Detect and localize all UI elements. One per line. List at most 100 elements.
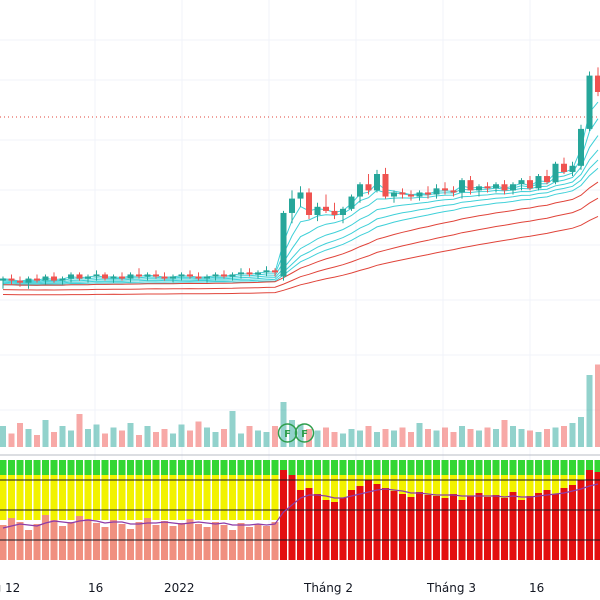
volume-bar-30 bbox=[255, 430, 261, 447]
ind-middle-2 bbox=[16, 475, 24, 520]
ind-upper-14 bbox=[118, 460, 126, 475]
ind-bar-53 bbox=[450, 494, 457, 560]
ind-middle-32 bbox=[271, 475, 279, 520]
ind-bar-26 bbox=[220, 525, 228, 560]
volume-bar-41 bbox=[348, 429, 355, 447]
candle-body-28 bbox=[238, 272, 244, 275]
ind-upper-4 bbox=[33, 460, 41, 475]
ind-upper-7 bbox=[59, 460, 66, 475]
ind-upper-45 bbox=[382, 460, 389, 475]
volume-bar-17 bbox=[144, 426, 151, 447]
candle-body-50 bbox=[425, 192, 431, 195]
volume-bar-69 bbox=[586, 375, 593, 447]
candle-body-59 bbox=[501, 184, 508, 191]
candle-body-42 bbox=[357, 184, 363, 197]
ind-upper-15 bbox=[127, 460, 134, 475]
ind-middle-6 bbox=[50, 475, 58, 520]
ind-bar-35 bbox=[297, 490, 304, 560]
ind-bar-5 bbox=[42, 515, 49, 560]
ind-upper-38 bbox=[322, 460, 330, 475]
ind-upper-23 bbox=[195, 460, 202, 475]
volume-bar-56 bbox=[476, 430, 482, 447]
volume-bar-61 bbox=[518, 429, 525, 447]
ind-bar-46 bbox=[390, 491, 398, 560]
candle-body-31 bbox=[263, 270, 270, 273]
ind-bar-30 bbox=[254, 524, 262, 560]
volume-bar-58 bbox=[493, 429, 499, 447]
ind-bar-24 bbox=[203, 527, 211, 560]
volume-bar-45 bbox=[382, 429, 389, 447]
ind-upper-35 bbox=[297, 460, 304, 475]
volume-bar-35 bbox=[297, 424, 304, 447]
candle-body-5 bbox=[42, 276, 49, 281]
volume-bar-31 bbox=[263, 432, 270, 447]
volume-bar-13 bbox=[110, 427, 117, 447]
ind-bar-42 bbox=[356, 486, 364, 560]
candle-body-67 bbox=[569, 165, 576, 172]
candle-body-44 bbox=[374, 174, 380, 191]
ind-bar-63 bbox=[535, 493, 542, 560]
ind-bar-61 bbox=[518, 500, 525, 560]
ind-bar-17 bbox=[144, 518, 151, 560]
ind-middle-23 bbox=[195, 475, 202, 520]
ind-bar-28 bbox=[237, 523, 245, 560]
candle-body-46 bbox=[391, 192, 397, 197]
ind-bar-20 bbox=[169, 526, 177, 560]
ind-bar-68 bbox=[577, 480, 585, 560]
ind-middle-38 bbox=[322, 475, 330, 520]
ind-upper-40 bbox=[339, 460, 347, 475]
ind-middle-8 bbox=[67, 475, 75, 520]
ind-upper-19 bbox=[161, 460, 168, 475]
volume-bar-20 bbox=[170, 433, 176, 447]
candle-body-41 bbox=[348, 196, 355, 209]
candle-body-3 bbox=[25, 278, 32, 283]
volume-bar-48 bbox=[408, 432, 414, 447]
volume-bar-12 bbox=[102, 433, 108, 447]
candle-body-2 bbox=[17, 280, 23, 283]
ind-middle-22 bbox=[186, 475, 194, 520]
ind-upper-68 bbox=[577, 460, 585, 475]
ind-signal-line bbox=[2, 483, 599, 529]
ind-upper-10 bbox=[84, 460, 92, 475]
ind-bar-4 bbox=[33, 524, 41, 560]
candle-body-26 bbox=[221, 274, 227, 277]
ind-upper-67 bbox=[569, 460, 576, 475]
volume-bar-9 bbox=[76, 414, 83, 447]
volume-bar-62 bbox=[527, 430, 533, 447]
ind-middle-29 bbox=[246, 475, 253, 520]
ind-middle-10 bbox=[84, 475, 92, 520]
volume-bar-59 bbox=[501, 420, 508, 447]
volume-bar-42 bbox=[357, 430, 363, 447]
volume-bar-66 bbox=[561, 426, 567, 447]
ind-bar-32 bbox=[271, 522, 279, 560]
ind-upper-41 bbox=[348, 460, 355, 475]
ind-bar-40 bbox=[339, 498, 347, 560]
ind-bar-54 bbox=[458, 500, 466, 560]
ind-upper-60 bbox=[509, 460, 517, 475]
ind-middle-15 bbox=[127, 475, 134, 520]
marker-label-0: F bbox=[284, 429, 291, 440]
ind-bar-15 bbox=[127, 529, 134, 560]
ind-bar-64 bbox=[543, 490, 551, 560]
ind-upper-27 bbox=[229, 460, 236, 475]
ind-upper-37 bbox=[314, 460, 321, 475]
ind-upper-21 bbox=[178, 460, 185, 475]
ind-middle-12 bbox=[101, 475, 109, 520]
volume-bar-21 bbox=[178, 424, 185, 447]
ind-upper-48 bbox=[407, 460, 415, 475]
volume-bar-29 bbox=[246, 426, 253, 447]
ind-upper-54 bbox=[458, 460, 466, 475]
ind-bar-41 bbox=[348, 490, 355, 560]
volume-bar-46 bbox=[391, 430, 397, 447]
ind-upper-70 bbox=[594, 460, 600, 475]
ind-middle-18 bbox=[152, 475, 160, 520]
ind-bar-55 bbox=[467, 496, 474, 560]
ind-bar-14 bbox=[118, 524, 126, 560]
ind-upper-34 bbox=[288, 460, 296, 475]
ind-upper-22 bbox=[186, 460, 194, 475]
candle-body-58 bbox=[493, 184, 499, 189]
ind-bar-7 bbox=[59, 526, 66, 560]
ind-upper-36 bbox=[305, 460, 313, 475]
ind-middle-52 bbox=[441, 475, 449, 520]
